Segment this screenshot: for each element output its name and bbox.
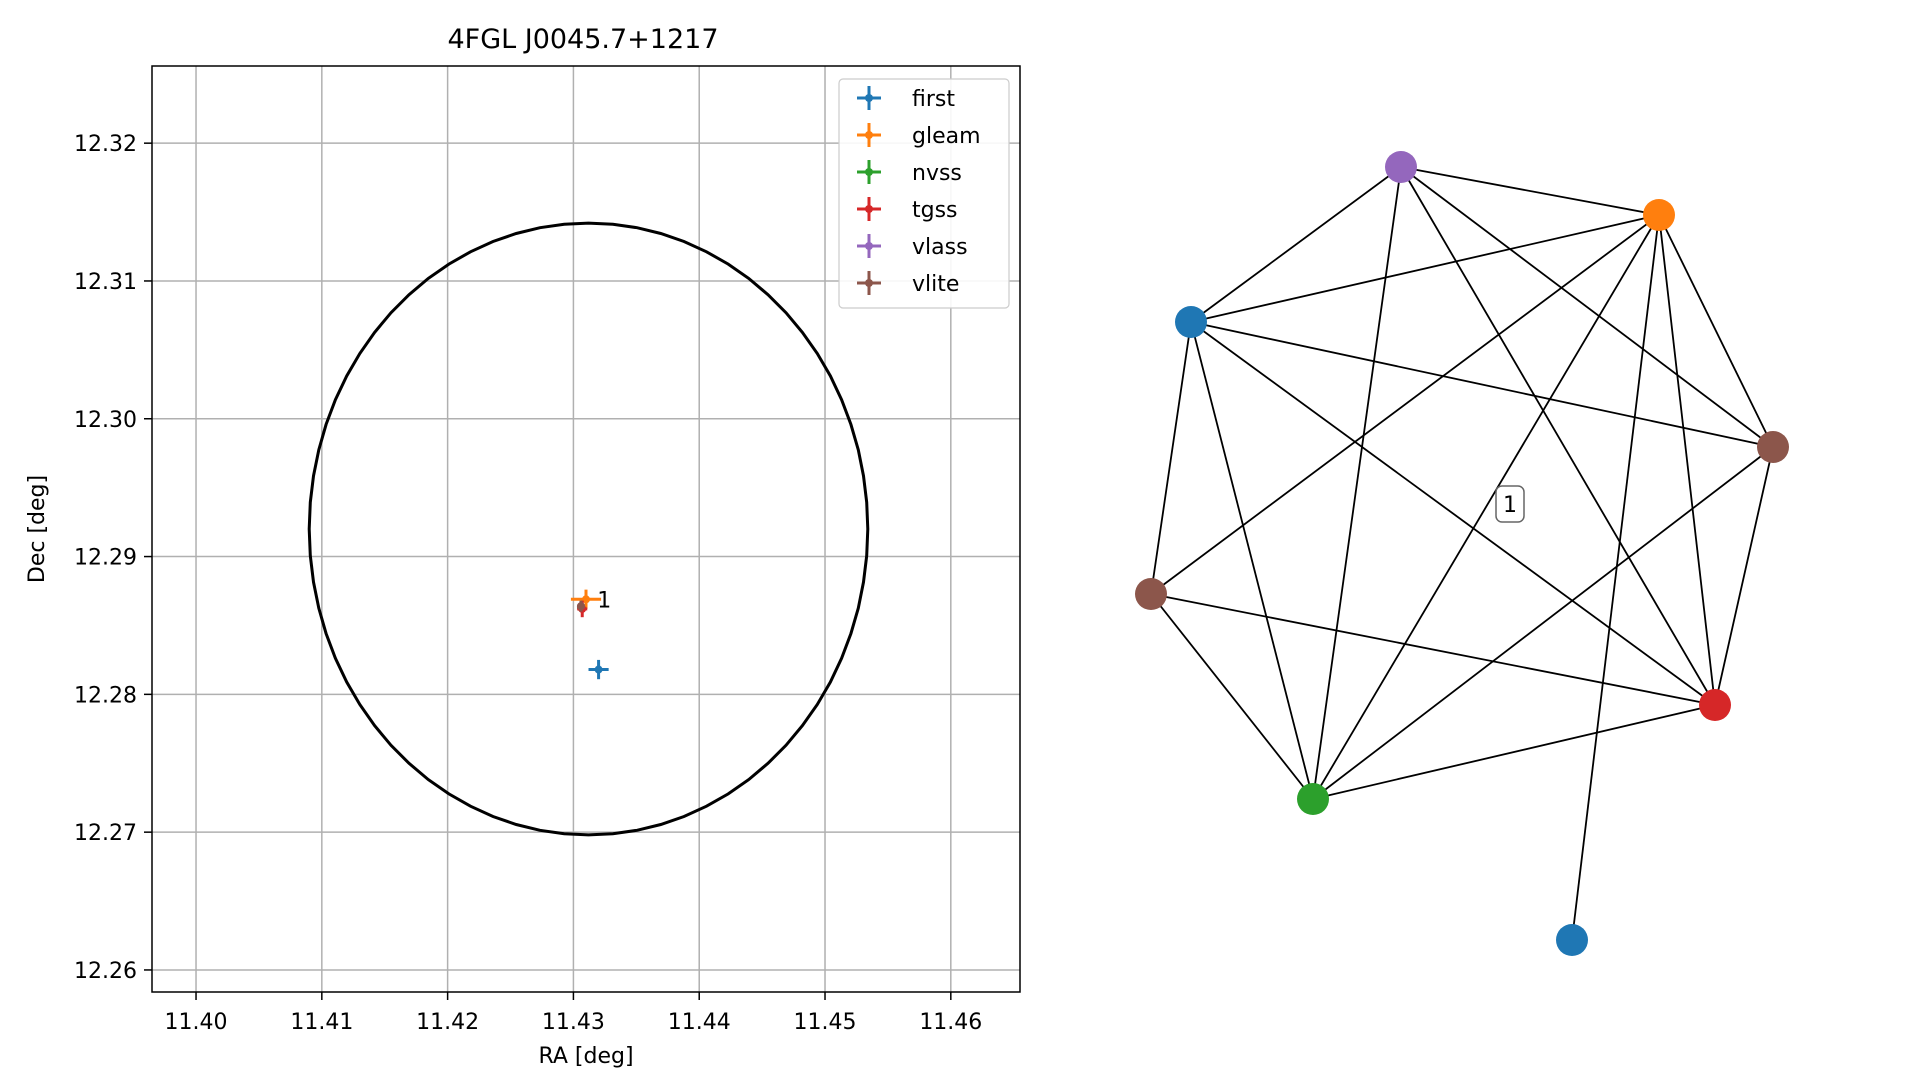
data-points: [570, 589, 609, 680]
legend-label: vlass: [912, 235, 968, 260]
y-tick-label: 12.27: [74, 821, 137, 846]
network-edge: [1714, 446, 1774, 706]
search-circle: [307, 221, 870, 837]
x-tick-label: 11.45: [794, 1010, 857, 1035]
x-tick-label: 11.46: [919, 1010, 982, 1035]
point-gleam: [570, 589, 602, 609]
legend-label: gleam: [912, 124, 981, 149]
network-edges: [1150, 166, 1774, 941]
legend-item-first: first: [857, 86, 955, 112]
legend-item-vlite: vlite: [857, 271, 959, 297]
point-marker: [594, 665, 603, 674]
network-edge: [1312, 704, 1716, 800]
cluster-label: 1: [1495, 485, 1525, 523]
network-edge: [1400, 166, 1660, 216]
network-edge: [1312, 446, 1774, 800]
x-tick-label: 11.43: [542, 1010, 605, 1035]
legend-label: tgss: [912, 198, 958, 223]
chart-title: 4FGL J0045.7+1217: [447, 24, 718, 55]
cluster-label-box: [1495, 485, 1525, 523]
x-axis-label: RA [deg]: [538, 1044, 633, 1069]
legend-label: nvss: [912, 161, 962, 186]
network-node: [1757, 431, 1789, 463]
network-edge: [1190, 166, 1402, 323]
y-tick-label: 12.29: [74, 546, 137, 571]
network-edge: [1571, 214, 1660, 941]
legend-swatch-dot: [865, 279, 873, 287]
legend-swatch-dot: [865, 205, 873, 213]
network-edge: [1190, 321, 1774, 448]
network-node: [1297, 783, 1329, 815]
legend-item-tgss: tgss: [857, 197, 958, 223]
network-edge: [1312, 214, 1660, 800]
legend-swatch-dot: [865, 131, 873, 139]
x-axis-ticks: 11.40 11.41 11.42 11.43 11.44 11.45 11.46: [165, 992, 982, 1035]
legend-box: [838, 78, 1010, 309]
scatter-panel: 4FGL J0045.7+1217 1 11.40 11.41 11.42 11.43…: [25, 24, 1021, 1069]
y-tick-label: 12.30: [74, 408, 137, 433]
network-node: [1175, 306, 1207, 338]
search-circle-line: [307, 221, 870, 837]
legend-swatch-dot: [865, 94, 873, 102]
legend-label: vlite: [912, 272, 959, 297]
legend-swatch-dot: [865, 168, 873, 176]
network-nodes: [1135, 151, 1789, 956]
network-edge: [1150, 321, 1192, 595]
x-tick-label: 11.41: [290, 1010, 353, 1035]
y-tick-label: 12.28: [74, 683, 137, 708]
point-vlite: [576, 600, 585, 612]
legend-item-nvss: nvss: [857, 160, 962, 186]
network-edge: [1400, 166, 1774, 448]
grid: [152, 66, 1020, 992]
axes-frame: [151, 65, 1021, 993]
x-tick-label: 11.42: [416, 1010, 479, 1035]
legend-swatch-dot: [865, 242, 873, 250]
network-node: [1643, 199, 1675, 231]
y-axis-label: Dec [deg]: [25, 475, 50, 583]
network-edge: [1658, 214, 1774, 448]
network-node: [1135, 578, 1167, 610]
network-edge: [1190, 321, 1716, 706]
point-first: [588, 659, 609, 680]
x-tick-label: 11.40: [165, 1010, 228, 1035]
cluster-label-text: 1: [1503, 493, 1517, 518]
legend: first gleam nvss tgss vlass vlite: [838, 78, 1010, 309]
network-edge: [1150, 593, 1314, 800]
network-edge: [1312, 166, 1402, 800]
network-edge: [1190, 214, 1660, 323]
network-node: [1556, 924, 1588, 956]
network-node: [1699, 689, 1731, 721]
y-tick-label: 12.31: [74, 270, 137, 295]
network-edge: [1150, 214, 1660, 595]
y-tick-label: 12.32: [74, 132, 137, 157]
legend-label: first: [912, 87, 955, 112]
network-node: [1385, 151, 1417, 183]
y-tick-label: 12.26: [74, 959, 137, 984]
x-tick-label: 11.44: [668, 1010, 731, 1035]
point-marker: [576, 602, 585, 611]
y-axis-ticks: 12.26 12.27 12.28 12.29 12.30 12.31 12.32: [74, 132, 152, 984]
network-edge: [1400, 166, 1716, 706]
network-edge: [1190, 321, 1314, 800]
network-panel: 1: [1135, 151, 1789, 956]
legend-item-vlass: vlass: [857, 234, 968, 260]
network-edge: [1658, 214, 1716, 706]
point-annotation: 1: [597, 588, 611, 613]
network-edge: [1150, 593, 1716, 706]
legend-item-gleam: gleam: [857, 123, 981, 149]
point-marker: [582, 595, 590, 604]
